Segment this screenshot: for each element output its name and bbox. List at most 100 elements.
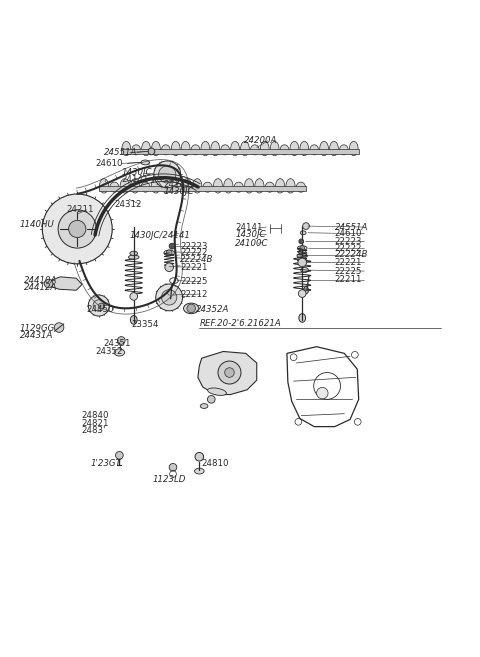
Ellipse shape bbox=[129, 255, 139, 260]
Text: 24821: 24821 bbox=[81, 419, 108, 428]
Ellipse shape bbox=[300, 231, 306, 235]
Circle shape bbox=[118, 336, 125, 344]
Ellipse shape bbox=[251, 145, 259, 155]
Ellipse shape bbox=[161, 145, 170, 155]
Text: 24351: 24351 bbox=[104, 339, 131, 348]
Circle shape bbox=[303, 223, 310, 229]
Ellipse shape bbox=[280, 145, 289, 155]
Ellipse shape bbox=[299, 313, 306, 323]
Text: 24810: 24810 bbox=[202, 459, 229, 468]
Bar bbox=[99, 187, 306, 191]
Ellipse shape bbox=[221, 145, 229, 155]
Ellipse shape bbox=[142, 141, 150, 156]
Circle shape bbox=[54, 323, 64, 332]
Circle shape bbox=[225, 368, 234, 377]
Circle shape bbox=[69, 220, 86, 238]
Text: 1123LD: 1123LD bbox=[153, 475, 186, 484]
Circle shape bbox=[207, 396, 215, 403]
Circle shape bbox=[88, 295, 109, 316]
Text: 1430JC/24141: 1430JC/24141 bbox=[130, 231, 191, 240]
Ellipse shape bbox=[231, 141, 240, 156]
Circle shape bbox=[58, 210, 96, 248]
Ellipse shape bbox=[130, 251, 138, 256]
Ellipse shape bbox=[304, 286, 309, 294]
Ellipse shape bbox=[152, 141, 160, 156]
Ellipse shape bbox=[181, 141, 190, 156]
Text: 1140HU: 1140HU bbox=[20, 219, 55, 229]
Circle shape bbox=[154, 161, 180, 188]
Ellipse shape bbox=[214, 179, 223, 193]
Ellipse shape bbox=[207, 388, 227, 396]
Text: 24141: 24141 bbox=[163, 181, 191, 189]
Ellipse shape bbox=[151, 179, 160, 193]
Circle shape bbox=[116, 451, 123, 459]
Ellipse shape bbox=[300, 141, 309, 156]
Text: 24200A: 24200A bbox=[244, 137, 277, 145]
Circle shape bbox=[169, 463, 177, 471]
Ellipse shape bbox=[240, 141, 249, 156]
Text: 1129GG: 1129GG bbox=[20, 324, 55, 333]
Text: 24410A: 24410A bbox=[24, 276, 57, 285]
Text: 1'23GT: 1'23GT bbox=[91, 459, 121, 468]
Circle shape bbox=[156, 284, 182, 311]
Circle shape bbox=[158, 166, 176, 183]
Text: 1430JC: 1430JC bbox=[235, 230, 266, 238]
Ellipse shape bbox=[330, 141, 338, 156]
Polygon shape bbox=[48, 277, 82, 290]
Text: 24551A: 24551A bbox=[335, 223, 368, 231]
Text: 24312: 24312 bbox=[115, 200, 142, 208]
Text: 22211: 22211 bbox=[335, 275, 362, 284]
Ellipse shape bbox=[192, 179, 202, 193]
Ellipse shape bbox=[298, 246, 307, 250]
Ellipse shape bbox=[183, 303, 199, 313]
Ellipse shape bbox=[255, 179, 264, 193]
Text: 24211: 24211 bbox=[67, 205, 94, 214]
Ellipse shape bbox=[244, 179, 253, 193]
Text: 22221: 22221 bbox=[180, 263, 208, 272]
Circle shape bbox=[130, 292, 138, 300]
Ellipse shape bbox=[290, 141, 299, 156]
Text: 24412A: 24412A bbox=[24, 283, 57, 292]
Text: 23354: 23354 bbox=[131, 320, 158, 329]
Ellipse shape bbox=[99, 179, 108, 193]
Ellipse shape bbox=[162, 179, 171, 193]
Text: 24141: 24141 bbox=[121, 175, 149, 184]
Ellipse shape bbox=[320, 141, 328, 156]
Text: 24352A: 24352A bbox=[196, 305, 229, 314]
Ellipse shape bbox=[172, 182, 181, 193]
Ellipse shape bbox=[194, 468, 204, 474]
Circle shape bbox=[187, 304, 195, 313]
Ellipse shape bbox=[141, 182, 150, 193]
Circle shape bbox=[298, 258, 307, 267]
Text: 22225: 22225 bbox=[180, 277, 208, 286]
Ellipse shape bbox=[131, 179, 140, 193]
Text: 22225: 22225 bbox=[335, 267, 362, 275]
Text: 24100C: 24100C bbox=[235, 238, 269, 248]
Circle shape bbox=[42, 194, 112, 264]
Text: 22224B: 22224B bbox=[335, 250, 368, 260]
Text: 22221: 22221 bbox=[335, 258, 362, 267]
Text: 24141: 24141 bbox=[235, 223, 263, 233]
Circle shape bbox=[300, 246, 305, 250]
Text: 24450: 24450 bbox=[87, 305, 114, 314]
Circle shape bbox=[166, 250, 172, 256]
Ellipse shape bbox=[191, 145, 200, 155]
Text: 22223: 22223 bbox=[180, 242, 208, 251]
Polygon shape bbox=[198, 351, 257, 395]
Text: 24840: 24840 bbox=[81, 411, 108, 420]
Text: 2483': 2483' bbox=[81, 426, 106, 436]
Bar bbox=[121, 149, 359, 154]
Ellipse shape bbox=[310, 145, 319, 155]
Circle shape bbox=[218, 361, 241, 384]
Ellipse shape bbox=[141, 160, 150, 165]
Circle shape bbox=[317, 388, 328, 399]
Circle shape bbox=[98, 303, 104, 309]
Text: 1430JC: 1430JC bbox=[163, 187, 194, 196]
Ellipse shape bbox=[131, 315, 137, 324]
Circle shape bbox=[169, 243, 175, 249]
Ellipse shape bbox=[349, 141, 358, 156]
Circle shape bbox=[93, 300, 105, 311]
Ellipse shape bbox=[211, 141, 220, 156]
Text: 24610: 24610 bbox=[335, 229, 362, 238]
Ellipse shape bbox=[224, 179, 233, 193]
